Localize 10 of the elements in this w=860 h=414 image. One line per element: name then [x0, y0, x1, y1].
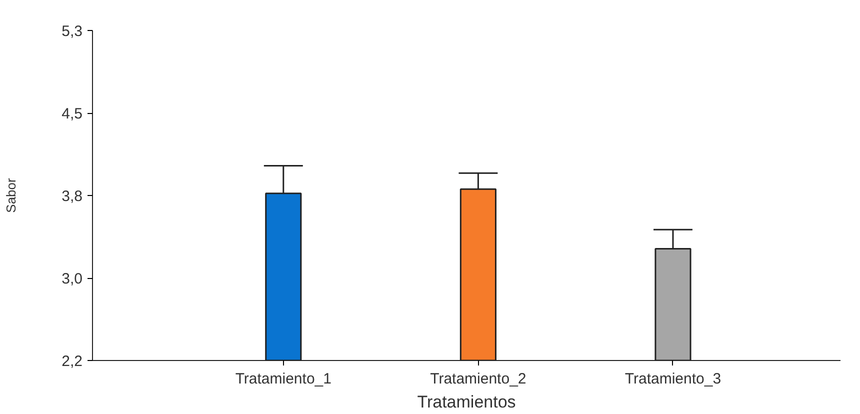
x-tick-label: Tratamiento_2	[430, 370, 526, 388]
y-tick-label: 3,0	[62, 270, 83, 288]
x-tick-label: Tratamiento_3	[624, 370, 722, 388]
y-tick-label: 2,2	[62, 353, 83, 370]
y-tick-label: 4,5	[62, 106, 83, 122]
x-tick-label: Tratamiento_1	[235, 370, 332, 388]
y-tick-label: 5,3	[62, 23, 83, 40]
x-axis-title: Tratamientos	[417, 392, 516, 412]
y-axis-title: Sabor	[4, 177, 19, 213]
y-tick-label: 3,8	[62, 188, 83, 205]
